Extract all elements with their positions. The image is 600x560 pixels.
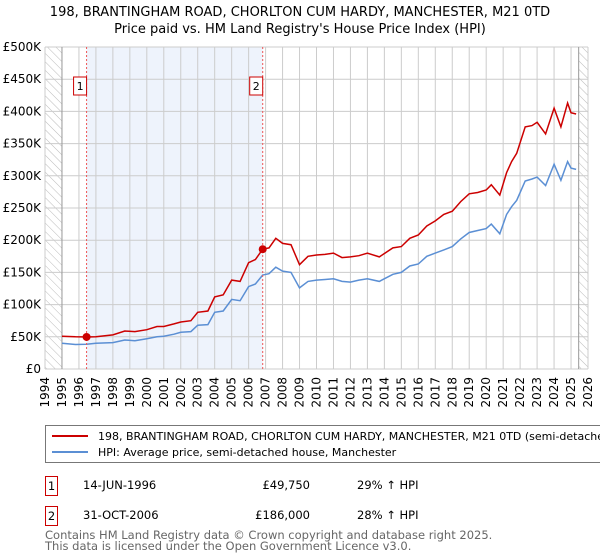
x-tick-label: 2018 [445,377,459,408]
property-price-series-line [61,100,577,338]
legend-red-line-icon [52,435,88,437]
chart-title: 198, BRANTINGHAM ROAD, CHORLTON CUM HARD… [49,5,551,20]
sale-marker-badge: 2 [45,506,58,526]
x-tick-label: 2016 [411,377,425,408]
x-tick-label: 2013 [360,377,374,408]
sale-marker-label: 2 [253,80,260,93]
x-tick-label: 1994 [38,377,52,408]
y-tick-label: £50K [10,330,42,344]
x-tick-label: 2024 [547,377,561,408]
y-tick-label: £0 [26,362,41,376]
sale-marker-badge: 1 [45,476,58,496]
x-tick-label: 2009 [293,377,307,408]
y-tick-label: £300K [3,169,43,183]
legend-item-property: 198, BRANTINGHAM ROAD, CHORLTON CUM HARD… [52,428,600,444]
x-tick-label: 2015 [394,377,408,408]
x-tick-label: 2006 [242,377,256,408]
legend-label: 198, BRANTINGHAM ROAD, CHORLTON CUM HARD… [98,429,600,443]
x-tick-label: 1996 [72,377,86,408]
y-tick-label: £350K [3,137,43,151]
x-tick-label: 2008 [276,377,290,408]
y-tick-label: £450K [3,72,43,86]
sale-price: £49,750 [262,478,310,492]
y-tick-label: £400K [3,104,43,118]
sale-date: 31-OCT-2006 [83,508,159,522]
chart-subtitle: Price paid vs. HM Land Registry's House … [114,22,486,37]
legend-item-hpi: HPI: Average price, semi-detached house,… [52,444,396,460]
x-tick-label: 2010 [310,377,324,408]
x-tick-label: 2026 [581,377,595,408]
x-tick-label: 1999 [123,377,137,408]
x-tick-label: 2005 [225,377,239,408]
x-tick-label: 2014 [377,377,391,408]
hpi-series-line [61,159,577,346]
y-tick-label: £500K [3,40,43,54]
x-tick-label: 2020 [479,377,493,408]
x-tick-label: 2002 [174,377,188,408]
sale-marker-badge [73,76,88,96]
x-tick-label: 2025 [564,377,578,408]
sale-date: 14-JUN-1996 [83,478,157,492]
sale-point [258,245,267,254]
sale-marker-badge [249,76,264,96]
x-tick-label: 2011 [326,377,340,408]
x-tick-label: 2021 [496,377,510,408]
x-tick-label: 2007 [259,377,273,408]
x-tick-label: 2019 [462,377,476,408]
sale-hpi-diff: 28% ↑ HPI [357,508,419,522]
legend-blue-line-icon [52,451,88,453]
sale-point [82,332,91,341]
x-tick-label: 2023 [530,377,544,408]
x-tick-label: 2001 [157,377,171,408]
sale-price: £186,000 [255,508,310,522]
price-chart: 1994 1995 1996 1997 1998 1999 2000 2001 2002 2003… [3,40,595,408]
x-tick-label: 2017 [428,377,442,408]
x-tick-label: 2022 [513,377,527,408]
x-tick-label: 2000 [140,377,154,408]
y-tick-label: £200K [3,233,43,247]
sale-hpi-diff: 29% ↑ HPI [357,478,419,492]
y-tick-label: £250K [3,201,43,215]
sale-marker-label: 1 [77,80,84,93]
x-tick-label: 2004 [208,377,222,408]
footer-copyright: Contains HM Land Registry data © Crown c… [45,528,493,542]
x-tick-label: 1997 [89,377,103,408]
legend-label: HPI: Average price, semi-detached house,… [98,445,397,459]
x-tick-label: 2003 [191,377,205,408]
x-tick-label: 1998 [106,377,120,408]
x-tick-label: 1995 [55,377,69,408]
y-tick-label: £100K [3,298,43,312]
y-tick-label: £150K [3,265,43,279]
legend: 198, BRANTINGHAM ROAD, CHORLTON CUM HARD… [45,425,600,463]
footer-licence: This data is licensed under the Open Gov… [45,539,412,553]
x-tick-label: 2012 [343,377,357,408]
